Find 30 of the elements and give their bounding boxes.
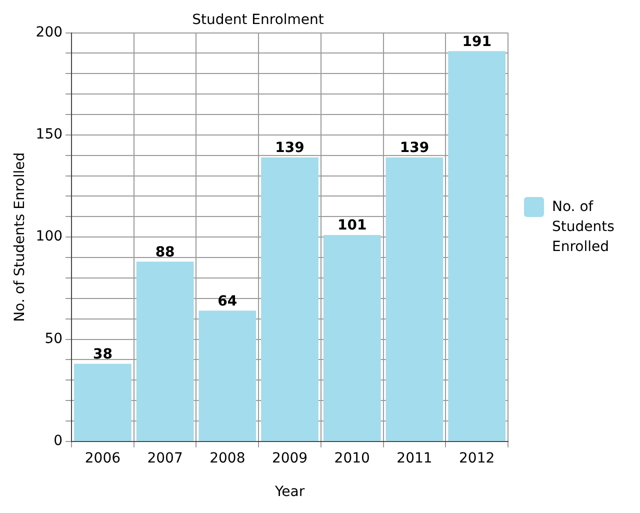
- data-label: 139: [275, 140, 304, 156]
- y-tick-label: 50: [44, 330, 63, 347]
- x-axis-title: Year: [274, 484, 305, 500]
- x-tick-label: 2007: [147, 450, 183, 466]
- chart-title: Student Enrolment: [192, 12, 324, 28]
- data-label: 139: [400, 140, 430, 156]
- y-tick-label: 0: [54, 433, 63, 450]
- y-tick-label: 100: [36, 228, 63, 245]
- y-tick-label: 150: [36, 126, 63, 143]
- x-tick-label: 2011: [396, 450, 432, 466]
- bar: [136, 262, 194, 441]
- bar: [386, 157, 444, 441]
- bar: [448, 51, 506, 441]
- data-label: 38: [92, 346, 112, 362]
- data-label: 88: [155, 244, 175, 260]
- x-tick-label: 2012: [459, 450, 495, 466]
- legend-label: No. of Students Enrolled: [552, 198, 616, 256]
- y-axis-title: No. of Students Enrolled: [12, 152, 28, 322]
- data-label: 64: [218, 293, 238, 310]
- x-tick-label: 2010: [334, 450, 370, 466]
- x-tick-label: 2009: [272, 450, 308, 466]
- y-tick-label: 200: [36, 24, 63, 40]
- bar: [198, 310, 256, 441]
- data-label: 101: [338, 218, 367, 234]
- bar: [261, 157, 318, 441]
- bar: [74, 364, 132, 441]
- bar: [323, 235, 381, 441]
- x-tick-label: 2006: [84, 450, 121, 466]
- data-label: 191: [462, 34, 492, 50]
- x-tick-label: 2008: [210, 450, 246, 466]
